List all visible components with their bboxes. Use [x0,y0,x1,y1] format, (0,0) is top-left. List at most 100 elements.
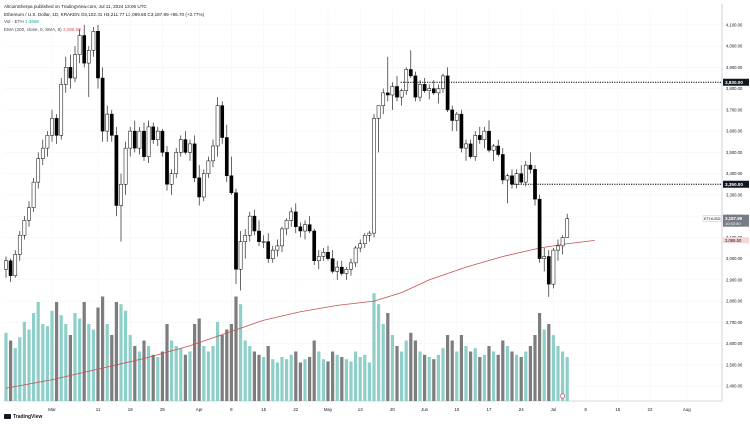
candle-body [431,88,436,94]
date-tick-label: 10 [454,407,459,412]
candle-body [367,232,372,236]
volume-bar [349,361,353,401]
candle-body [408,69,413,77]
candle-body [252,215,257,232]
date-tick-label: 25 [160,407,165,412]
volume-bar [285,359,289,401]
date-tick-label: Aug [683,407,691,412]
candle-body [464,143,468,149]
candle-body [344,269,349,274]
price-tick-label: 2,500.00 [726,362,743,367]
volume-bar [18,337,22,401]
candle-body [165,152,169,185]
volume-bar [482,354,486,401]
candle-body [86,50,91,64]
volume-bar [432,359,436,401]
candle-body [487,130,491,151]
volume-bar [243,340,247,401]
volume-bar [248,346,252,401]
volume-bar [188,351,192,401]
author-line: AltcoinSherpa published on TradingView.c… [4,4,147,9]
tradingview-logo[interactable]: TradingView [4,414,42,420]
level-label: 3,350.00 [725,182,743,187]
volume-bar [96,307,100,401]
volume-bar [280,357,284,401]
volume-bar [326,361,330,401]
candle-body [234,192,238,270]
date-tick-label: 15 [261,407,266,412]
candle-body [450,109,455,121]
symbol-ohlc-line[interactable]: Ethereum / U.S. Dollar, 1D, KRAKEN O3,10… [4,11,205,17]
volume-bar [478,357,482,401]
volume-bar [340,357,344,401]
candle-body [413,75,418,98]
date-tick-label: 24 [519,407,524,412]
candle-body [257,230,261,242]
volume-bar [556,346,560,401]
volume-bar [289,354,293,401]
volume-bar [262,357,266,401]
candle-body [514,173,519,185]
volume-bar [266,346,270,401]
ema-indicator-row[interactable]: EMA (200, close, 0, SMA, 9) 3,086.50 [4,26,204,34]
candle-body [128,130,133,149]
volume-bar [496,354,500,401]
candle-body [215,105,220,147]
volume-bar [206,351,210,401]
volume-bar [147,346,151,401]
candle-body [178,139,183,153]
candle-body [372,118,376,234]
volume-bar [413,340,417,401]
candle-body [142,130,146,157]
price-tick-label: 2,600.00 [726,341,743,346]
candle-body [390,86,395,96]
volume-indicator-row[interactable]: Vol · ETH 1.366K [4,18,204,26]
volume-bar [542,329,546,401]
candle-body [496,145,501,155]
volume-bar [317,351,321,401]
candle-body [523,164,528,183]
candle-body [491,145,496,151]
volume-bar [165,324,169,401]
volume-bar [510,351,514,401]
candle-body [151,126,156,140]
volume-bar [68,335,72,401]
volume-bar [170,340,174,401]
volume-bar [91,329,95,401]
level-tag [723,180,749,188]
volume-bar [225,329,229,401]
volume-bar [50,310,54,401]
date-tick-label: Jul [551,407,557,412]
candle-body [261,241,266,243]
volume-bar [183,354,187,401]
ema-label: EMA (200, close, 0, SMA, 9) [4,26,62,32]
candle-body [565,218,570,238]
price-tick-label: 4,000.00 [726,44,743,49]
volume-bar [519,357,523,401]
volume-bar [64,324,68,401]
price-tick-label: 3,400.00 [726,171,743,176]
volume-bar [179,348,183,401]
volume-bar [252,351,256,401]
volume-bar [409,332,413,401]
candle-body [473,135,478,157]
volume-bar [275,362,279,401]
price-tick-label: 2,700.00 [726,320,743,325]
volume-bar [78,318,82,401]
volume-bar [565,357,569,401]
price-tick-label: 2,900.00 [726,277,743,282]
candle-body [160,130,165,153]
volume-label: Vol · ETH [4,19,24,25]
candle-body [220,105,225,138]
candle-body [358,243,363,249]
volume-bar [321,359,325,401]
volume-bar [216,321,220,401]
event-marker-icon [560,393,566,399]
volume-bar [234,296,238,401]
volume-bar [418,351,422,401]
volume-bar [156,357,160,401]
candle-body [528,164,533,170]
candle-body [247,215,252,236]
volume-bar [105,324,109,401]
